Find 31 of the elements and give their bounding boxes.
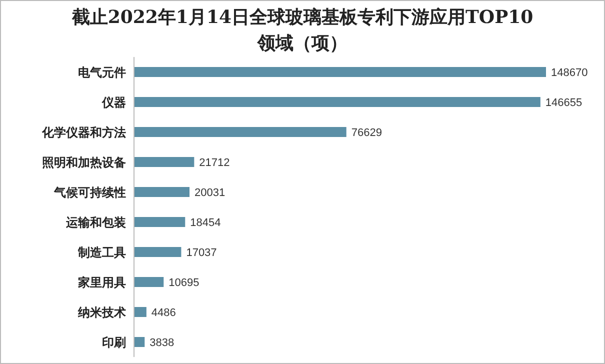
- data-label: 4486: [151, 306, 176, 319]
- y-tick-label: 化学仪器和方法: [41, 125, 126, 140]
- bar: [134, 187, 190, 197]
- bar: [134, 157, 194, 167]
- bar: [134, 217, 186, 227]
- y-tick-label: 制造工具: [77, 245, 126, 260]
- data-label: 20031: [194, 186, 226, 199]
- y-tick-label: 印刷: [102, 335, 126, 350]
- bar: [134, 127, 346, 137]
- data-label: 76629: [351, 126, 382, 139]
- y-tick-label: 家里用具: [77, 275, 126, 290]
- bar: [134, 97, 540, 107]
- data-label: 10695: [168, 276, 200, 289]
- bar: [134, 247, 182, 257]
- y-tick-label: 气候可持续性: [53, 185, 126, 200]
- bar: [134, 337, 145, 347]
- bar: [134, 67, 546, 77]
- y-tick-label: 运输和包装: [65, 215, 127, 230]
- data-label: 17037: [186, 246, 217, 259]
- chart-title: 截止2022年1月14日全球玻璃基板专利下游应用TOP10领域（项）: [70, 6, 534, 56]
- data-label: 148670: [551, 66, 588, 79]
- bar: [134, 277, 164, 287]
- data-label: 21712: [199, 156, 230, 169]
- y-tick-label: 仪器: [101, 95, 126, 110]
- data-label: 18454: [190, 216, 221, 229]
- bar: [134, 307, 146, 317]
- y-tick-label: 纳米技术: [77, 305, 126, 320]
- data-label: 146655: [545, 96, 582, 109]
- data-label: 3838: [150, 336, 174, 349]
- y-tick-label: 电气元件: [78, 65, 126, 80]
- y-tick-label: 照明和加热设备: [42, 155, 126, 170]
